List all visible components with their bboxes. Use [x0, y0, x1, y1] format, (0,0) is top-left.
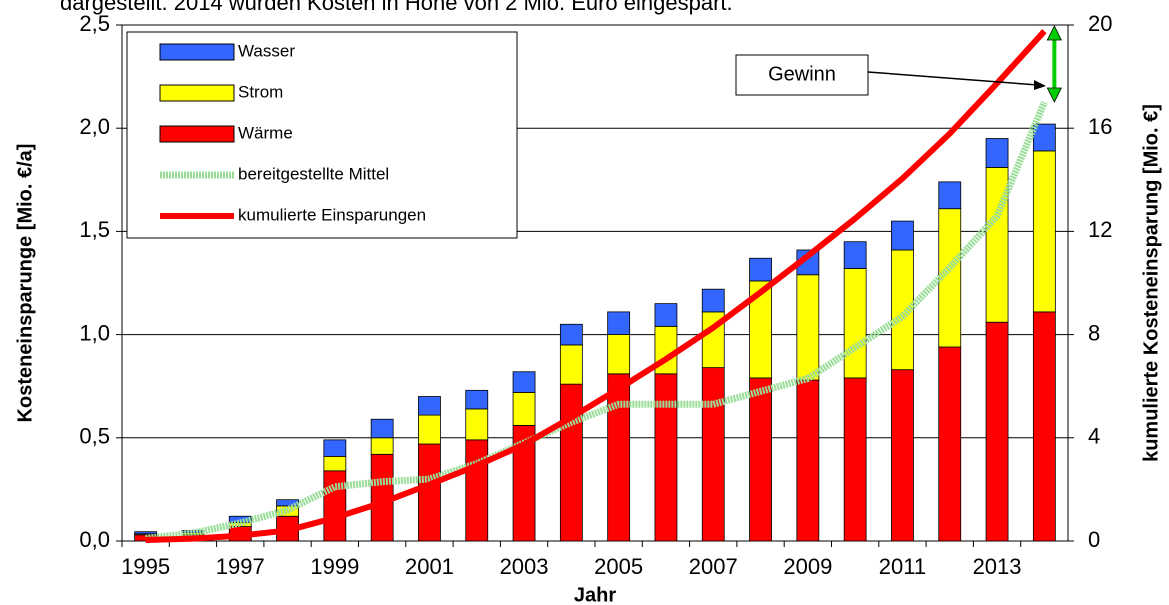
x-tick-label: 2011	[879, 554, 926, 579]
x-tick-label: 2013	[973, 554, 1022, 579]
legend-swatch	[159, 84, 235, 102]
x-axis-label: Jahr	[574, 584, 616, 605]
annotation: Gewinn	[768, 63, 836, 85]
bar-segment	[985, 321, 1009, 542]
bar-segment	[607, 373, 631, 542]
bar-segment	[323, 455, 347, 472]
x-tick-label: 1995	[121, 554, 170, 579]
bar-segment	[465, 439, 489, 542]
bar-segment	[891, 249, 914, 371]
x-tick-label: 2007	[689, 554, 738, 579]
bar-segment	[134, 531, 158, 535]
line	[145, 101, 1048, 542]
bar-segment	[559, 344, 583, 385]
bar-segment	[843, 377, 867, 542]
gain-arrow-head	[1046, 25, 1062, 103]
bar-segment	[891, 369, 914, 542]
bar-segment	[654, 373, 678, 542]
bar-segment	[796, 379, 820, 542]
bar-segment	[559, 383, 583, 542]
y-tick-label: 2,0	[79, 114, 110, 139]
y-tick-label: 1,0	[79, 320, 110, 345]
bar-segment	[512, 371, 536, 393]
bar-segment	[654, 303, 678, 327]
y2-tick-label: 20	[1088, 11, 1112, 36]
legend-label: Wasser	[238, 41, 295, 60]
bar-segment	[938, 181, 962, 210]
legend-label: bereitgestellte Mittel	[238, 164, 389, 183]
x-tick-label: 2005	[594, 554, 643, 579]
bar-segment	[370, 418, 394, 439]
y-tick-label: 0,0	[79, 527, 110, 552]
bar-segment	[559, 323, 583, 346]
y-tick-label: 1,5	[79, 217, 110, 242]
bar-segment	[938, 208, 962, 348]
bar-segment	[323, 439, 347, 457]
y2-tick-label: 12	[1088, 217, 1112, 242]
y-tick-label: 2,5	[79, 11, 110, 36]
bar-segment	[418, 396, 441, 416]
bar-segment	[607, 334, 631, 375]
bar-segment	[465, 408, 489, 441]
annotation-arrow	[867, 71, 1039, 86]
x-tick-label: 1999	[310, 554, 359, 579]
line	[145, 29, 1047, 543]
bar-segment	[938, 346, 962, 542]
bar-segment	[749, 257, 772, 282]
y-axis-label: Kosteneinsparunge [Mio. €/a]	[14, 144, 36, 423]
legend-label: Wärme	[238, 123, 293, 142]
bar-segment	[701, 288, 725, 313]
annotation-box	[735, 54, 869, 96]
x-tick-label: 2001	[405, 554, 454, 579]
bar-segment	[701, 367, 725, 542]
y2-tick-label: 16	[1088, 114, 1112, 139]
y2-tick-label: 8	[1088, 320, 1100, 345]
bar-segment	[418, 414, 441, 445]
x-tick-label: 2009	[783, 554, 832, 579]
bar-segment	[607, 311, 631, 335]
y-tick-label: 0,5	[79, 424, 110, 449]
bar-segment	[465, 389, 489, 410]
bar-segment	[323, 470, 347, 542]
bar-segment	[843, 241, 867, 269]
bar-segment	[749, 377, 772, 542]
bar-segment	[276, 499, 299, 507]
legend-label: Strom	[238, 82, 283, 101]
bar-segment	[891, 220, 914, 251]
y2-axis-label: kumulierte Kosteneinsparung [Mio. €]	[1140, 104, 1162, 462]
bar-segment	[843, 268, 867, 379]
bar-segment	[796, 274, 820, 381]
bar-segment	[1032, 150, 1056, 313]
arrow-head	[1034, 80, 1046, 90]
x-tick-label: 2003	[500, 554, 549, 579]
y2-tick-label: 4	[1088, 424, 1100, 449]
bar-segment	[985, 138, 1009, 168]
legend-label: kumulierte Einsparungen	[238, 205, 426, 224]
legend: Wasser Strom Wärme bereitgestellte Mittel ku…	[126, 31, 518, 239]
bar-segment	[370, 437, 394, 455]
bar-segment	[512, 391, 536, 426]
legend-swatch	[159, 43, 235, 61]
y2-tick-label: 0	[1088, 527, 1100, 552]
caption: dargestellt. 2014 wurden Kosten in Höhe …	[60, 0, 733, 15]
x-tick-label: 1997	[216, 554, 265, 579]
legend-swatch	[159, 125, 235, 143]
bar-segment	[418, 443, 441, 542]
bar-segment	[1032, 311, 1056, 542]
